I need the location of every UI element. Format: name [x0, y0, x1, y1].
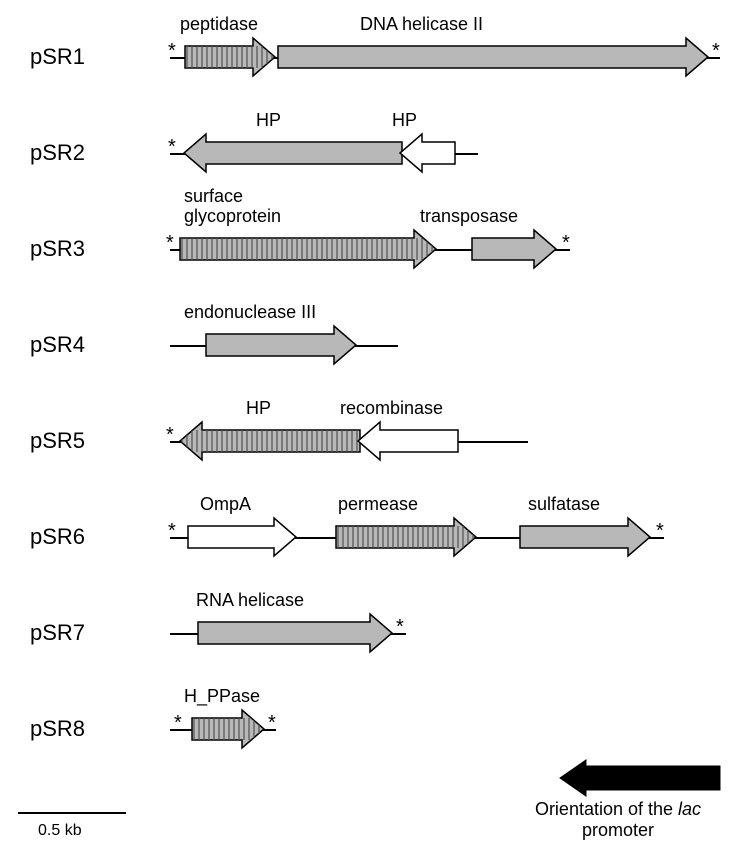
gene-label: glycoprotein	[184, 206, 281, 227]
row-label-pSR2: pSR2	[30, 140, 85, 166]
gene-arrow	[180, 430, 360, 452]
gene-arrow	[278, 46, 708, 68]
gene-arrow	[206, 334, 356, 356]
gene-arrow	[400, 142, 455, 164]
gene-label: peptidase	[180, 14, 258, 35]
gene-label: endonuclease III	[184, 302, 316, 323]
row-label-pSR5: pSR5	[30, 428, 85, 454]
row-label-pSR7: pSR7	[30, 620, 85, 646]
row-label-pSR6: pSR6	[30, 524, 85, 550]
gene-label: sulfatase	[528, 494, 600, 515]
row-label-pSR4: pSR4	[30, 332, 85, 358]
lac-label: Orientation of the lacpromoter	[500, 799, 736, 841]
asterisk: *	[562, 232, 570, 255]
gene-arrow	[520, 526, 650, 548]
asterisk: *	[168, 40, 176, 63]
gene-arrow	[185, 46, 275, 68]
gene-label: transposase	[420, 206, 518, 227]
gene-arrow	[198, 622, 392, 644]
scale-bar	[18, 812, 126, 814]
row-label-pSR8: pSR8	[30, 716, 85, 742]
asterisk: *	[168, 520, 176, 543]
asterisk: *	[396, 616, 404, 639]
gene-label: H_PPase	[184, 686, 260, 707]
gene-label: HP	[246, 398, 271, 419]
gene-label: permease	[338, 494, 418, 515]
asterisk: *	[166, 232, 174, 255]
gene-arrow	[188, 526, 296, 548]
gene-arrow	[336, 526, 476, 548]
gene-label: surface	[184, 186, 243, 207]
row-label-pSR1: pSR1	[30, 44, 85, 70]
row-label-pSR3: pSR3	[30, 236, 85, 262]
gene-arrow	[180, 238, 436, 260]
asterisk: *	[268, 712, 276, 735]
gene-arrow	[192, 718, 264, 740]
asterisk: *	[712, 40, 720, 63]
gene-arrow	[184, 142, 402, 164]
lac-orientation-arrow	[560, 766, 720, 790]
gene-label: RNA helicase	[196, 590, 304, 611]
asterisk: *	[656, 520, 664, 543]
scale-label: 0.5 kb	[38, 822, 82, 840]
asterisk: *	[166, 424, 174, 447]
asterisk: *	[168, 136, 176, 159]
gene-arrow	[472, 238, 556, 260]
gene-label: HP	[256, 110, 281, 131]
gene-label: HP	[392, 110, 417, 131]
gene-label: OmpA	[200, 494, 251, 515]
gene-label: DNA helicase II	[360, 14, 483, 35]
gene-label: recombinase	[340, 398, 443, 419]
gene-arrow	[358, 430, 458, 452]
asterisk: *	[174, 712, 182, 735]
